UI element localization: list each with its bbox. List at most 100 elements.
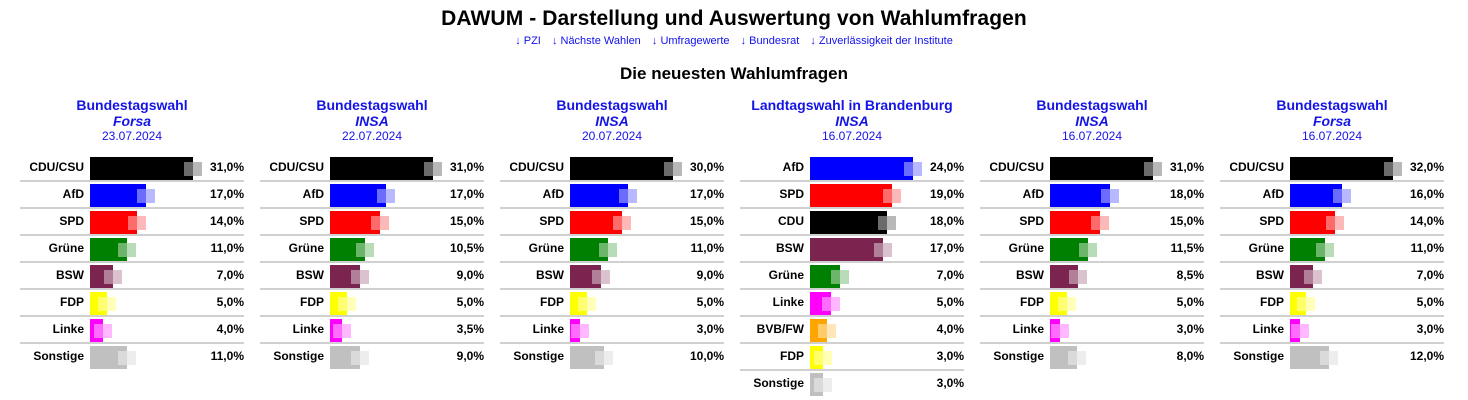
error-margin-marker <box>599 243 617 257</box>
party-label: SPD <box>59 214 84 228</box>
error-margin-outer <box>1067 297 1076 311</box>
result-bar <box>570 184 628 207</box>
error-margin-marker <box>878 216 896 230</box>
result-value: 3,0% <box>936 376 964 390</box>
error-margin-marker <box>571 324 589 338</box>
error-margin-outer <box>1329 351 1338 365</box>
result-value: 3,0% <box>696 322 724 336</box>
result-bar <box>570 157 673 180</box>
result-row: Sonstige 11,0% <box>20 344 244 369</box>
result-bar <box>1290 265 1313 288</box>
party-label: FDP <box>60 295 84 309</box>
error-margin-inner <box>98 297 107 311</box>
result-bar <box>1050 265 1078 288</box>
error-margin-outer <box>1325 243 1334 257</box>
result-row: AfD 16,0% <box>1220 182 1444 209</box>
anchor-nav: ↓ PZI ↓ Nächste Wahlen ↓ Umfragewerte ↓ … <box>0 35 1468 47</box>
result-row: Sonstige 12,0% <box>1220 344 1444 369</box>
result-row: CDU/CSU 31,0% <box>980 155 1204 182</box>
result-bar <box>330 265 360 288</box>
result-row: BSW 17,0% <box>740 236 964 263</box>
result-row: Grüne 11,5% <box>980 236 1204 263</box>
error-margin-inner <box>351 351 360 365</box>
poll-card: Bundestagswahl INSA 22.07.2024 CDU/CSU 31,0%… <box>260 97 484 369</box>
result-row: Sonstige 3,0% <box>740 371 964 396</box>
result-value: 11,0% <box>690 241 724 255</box>
poll-header-link[interactable]: Bundestagswahl INSA 22.07.2024 <box>260 97 484 144</box>
party-label: FDP <box>300 295 324 309</box>
error-margin-inner <box>822 297 831 311</box>
error-margin-marker <box>814 378 832 392</box>
poll-results-table: AfD 24,0% SPD 19,0% CDU 18,0% BSW 17,0% Grüne 7,0… <box>740 155 964 396</box>
error-margin-marker <box>351 270 369 284</box>
result-value: 10,0% <box>689 349 724 363</box>
error-margin-marker <box>814 351 832 365</box>
result-value: 5,0% <box>216 295 244 309</box>
error-margin-inner <box>818 324 827 338</box>
party-label: CDU/CSU <box>269 160 324 174</box>
poll-results-table: CDU/CSU 31,0% AfD 17,0% SPD 14,0% Grüne 11,0% BS… <box>20 155 244 369</box>
error-margin-inner <box>424 162 433 176</box>
result-row: CDU/CSU 31,0% <box>260 155 484 182</box>
error-margin-marker <box>377 189 395 203</box>
result-row: AfD 17,0% <box>20 182 244 209</box>
error-margin-inner <box>613 216 622 230</box>
result-row: Sonstige 9,0% <box>260 344 484 369</box>
result-row: Grüne 7,0% <box>740 263 964 290</box>
error-margin-marker <box>1297 297 1315 311</box>
result-bar <box>1050 157 1153 180</box>
error-margin-outer <box>342 324 351 338</box>
result-row: BSW 7,0% <box>20 263 244 290</box>
result-bar <box>90 238 127 261</box>
poll-header-link[interactable]: Bundestagswahl Forsa 16.07.2024 <box>1220 97 1444 144</box>
error-margin-marker <box>1068 351 1086 365</box>
poll-header-link[interactable]: Bundestagswahl Forsa 23.07.2024 <box>20 97 244 144</box>
party-label: SPD <box>299 214 324 228</box>
error-margin-outer <box>823 378 832 392</box>
error-margin-outer <box>580 324 589 338</box>
result-row: BSW 9,0% <box>500 263 724 290</box>
error-margin-inner <box>104 270 113 284</box>
party-label: Grüne <box>48 241 84 255</box>
error-margin-outer <box>127 243 136 257</box>
error-margin-outer <box>103 324 112 338</box>
result-value: 9,0% <box>456 268 484 282</box>
result-row: SPD 15,0% <box>980 209 1204 236</box>
error-margin-marker <box>98 297 116 311</box>
error-margin-outer <box>622 216 631 230</box>
poll-header-link[interactable]: Landtagswahl in Brandenburg INSA 16.07.202… <box>740 97 964 144</box>
nav-link-naechste-wahlen[interactable]: ↓ Nächste Wahlen <box>552 35 641 47</box>
party-label: AfD <box>1262 187 1284 201</box>
result-bar <box>90 184 146 207</box>
result-bar <box>90 211 137 234</box>
poll-header-link[interactable]: Bundestagswahl INSA 16.07.2024 <box>980 97 1204 144</box>
poll-header-link[interactable]: Bundestagswahl INSA 20.07.2024 <box>500 97 724 144</box>
error-margin-outer <box>1078 270 1087 284</box>
party-label: AfD <box>62 187 84 201</box>
poll-date: 16.07.2024 <box>1061 129 1123 143</box>
error-margin-marker <box>333 324 351 338</box>
nav-link-pzi[interactable]: ↓ PZI <box>515 35 541 47</box>
error-margin-marker <box>1058 297 1076 311</box>
error-margin-marker <box>1333 189 1351 203</box>
error-margin-marker <box>595 351 613 365</box>
party-label: Linke <box>52 322 84 336</box>
result-value: 30,0% <box>689 160 724 174</box>
nav-link-umfragewerte[interactable]: ↓ Umfragewerte <box>652 35 730 47</box>
error-margin-marker <box>1384 162 1402 176</box>
party-label: SPD <box>779 187 804 201</box>
error-margin-outer <box>1100 216 1109 230</box>
nav-link-label: Bundesrat <box>749 35 800 47</box>
result-bar <box>810 346 823 369</box>
result-value: 17,0% <box>209 187 244 201</box>
result-row: Linke 4,0% <box>20 317 244 344</box>
error-margin-outer <box>113 270 122 284</box>
nav-link-zuverlaessigkeit[interactable]: ↓ Zuverlässigkeit der Institute <box>810 35 952 47</box>
result-value: 31,0% <box>1169 160 1204 174</box>
nav-link-bundesrat[interactable]: ↓ Bundesrat <box>741 35 800 47</box>
result-bar <box>1290 238 1325 261</box>
error-margin-inner <box>351 270 360 284</box>
error-margin-inner <box>571 324 580 338</box>
poll-results-table: CDU/CSU 31,0% AfD 17,0% SPD 15,0% Grüne 10,5% BS… <box>260 155 484 369</box>
result-bar <box>1290 211 1335 234</box>
